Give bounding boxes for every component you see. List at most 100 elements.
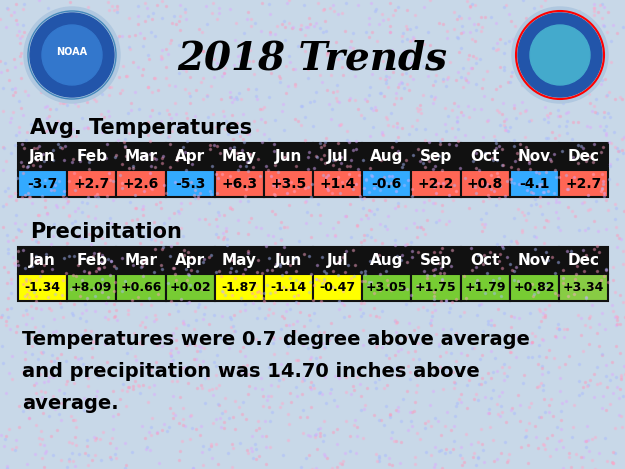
FancyBboxPatch shape <box>461 274 509 301</box>
Text: Oct: Oct <box>471 253 500 268</box>
Circle shape <box>42 25 102 85</box>
FancyBboxPatch shape <box>166 170 214 197</box>
FancyBboxPatch shape <box>509 143 559 170</box>
FancyBboxPatch shape <box>214 170 264 197</box>
FancyBboxPatch shape <box>509 170 559 197</box>
Text: Jun: Jun <box>275 253 302 268</box>
Text: +1.4: +1.4 <box>319 176 356 190</box>
Text: Jul: Jul <box>327 253 348 268</box>
Text: +1.79: +1.79 <box>464 281 506 294</box>
Text: +2.7: +2.7 <box>74 176 110 190</box>
Text: Feb: Feb <box>76 149 108 164</box>
Text: Aug: Aug <box>370 253 404 268</box>
Circle shape <box>24 7 120 103</box>
Text: Mar: Mar <box>124 149 158 164</box>
Text: Aug: Aug <box>370 149 404 164</box>
FancyBboxPatch shape <box>559 247 608 274</box>
Text: +3.05: +3.05 <box>366 281 408 294</box>
FancyBboxPatch shape <box>116 247 166 274</box>
FancyBboxPatch shape <box>461 247 509 274</box>
Text: Nov: Nov <box>518 149 551 164</box>
FancyBboxPatch shape <box>116 170 166 197</box>
FancyBboxPatch shape <box>67 274 116 301</box>
Text: Feb: Feb <box>76 253 108 268</box>
Text: Jul: Jul <box>327 149 348 164</box>
Circle shape <box>512 7 608 103</box>
Text: +3.34: +3.34 <box>562 281 604 294</box>
Text: average.: average. <box>22 394 119 413</box>
Text: -0.47: -0.47 <box>319 281 356 294</box>
FancyBboxPatch shape <box>362 274 411 301</box>
FancyBboxPatch shape <box>559 274 608 301</box>
Text: Avg. Temperatures: Avg. Temperatures <box>30 118 252 138</box>
Text: Oct: Oct <box>471 149 500 164</box>
FancyBboxPatch shape <box>313 274 362 301</box>
Text: -3.7: -3.7 <box>28 176 58 190</box>
FancyBboxPatch shape <box>264 170 313 197</box>
FancyBboxPatch shape <box>18 170 67 197</box>
FancyBboxPatch shape <box>362 143 411 170</box>
Text: +0.02: +0.02 <box>169 281 211 294</box>
Text: Apr: Apr <box>175 253 205 268</box>
FancyBboxPatch shape <box>116 274 166 301</box>
Circle shape <box>518 13 602 97</box>
Text: +0.8: +0.8 <box>467 176 503 190</box>
Text: 2018 Trends: 2018 Trends <box>177 39 447 77</box>
FancyBboxPatch shape <box>411 143 461 170</box>
FancyBboxPatch shape <box>362 170 411 197</box>
Text: May: May <box>222 253 257 268</box>
FancyBboxPatch shape <box>67 247 116 274</box>
FancyBboxPatch shape <box>313 247 362 274</box>
FancyBboxPatch shape <box>116 143 166 170</box>
Text: -5.3: -5.3 <box>175 176 205 190</box>
FancyBboxPatch shape <box>264 274 313 301</box>
Text: +2.7: +2.7 <box>565 176 601 190</box>
FancyBboxPatch shape <box>166 247 214 274</box>
Text: Dec: Dec <box>568 149 599 164</box>
Text: +2.2: +2.2 <box>418 176 454 190</box>
Text: Sep: Sep <box>420 253 452 268</box>
FancyBboxPatch shape <box>411 247 461 274</box>
Text: -1.87: -1.87 <box>221 281 258 294</box>
FancyBboxPatch shape <box>18 247 67 274</box>
Text: +0.82: +0.82 <box>514 281 555 294</box>
FancyBboxPatch shape <box>559 170 608 197</box>
Text: May: May <box>222 149 257 164</box>
Text: Apr: Apr <box>175 149 205 164</box>
Text: Nov: Nov <box>518 253 551 268</box>
FancyBboxPatch shape <box>214 247 264 274</box>
Text: Temperatures were 0.7 degree above average: Temperatures were 0.7 degree above avera… <box>22 330 530 349</box>
Text: -1.14: -1.14 <box>271 281 306 294</box>
FancyBboxPatch shape <box>67 143 116 170</box>
Text: Precipitation: Precipitation <box>30 222 182 242</box>
FancyBboxPatch shape <box>166 274 214 301</box>
Text: NOAA: NOAA <box>56 47 88 57</box>
FancyBboxPatch shape <box>362 247 411 274</box>
Text: Dec: Dec <box>568 253 599 268</box>
FancyBboxPatch shape <box>411 274 461 301</box>
FancyBboxPatch shape <box>264 247 313 274</box>
Text: +6.3: +6.3 <box>221 176 258 190</box>
Text: +2.6: +2.6 <box>122 176 159 190</box>
FancyBboxPatch shape <box>214 143 264 170</box>
Text: +0.66: +0.66 <box>120 281 162 294</box>
FancyBboxPatch shape <box>313 170 362 197</box>
FancyBboxPatch shape <box>509 247 559 274</box>
FancyBboxPatch shape <box>461 170 509 197</box>
Circle shape <box>530 25 590 85</box>
Text: +8.09: +8.09 <box>71 281 112 294</box>
Text: Jun: Jun <box>275 149 302 164</box>
FancyBboxPatch shape <box>264 143 313 170</box>
Text: Sep: Sep <box>420 149 452 164</box>
Text: -0.6: -0.6 <box>372 176 402 190</box>
Text: Jan: Jan <box>29 149 56 164</box>
FancyBboxPatch shape <box>559 143 608 170</box>
Text: -4.1: -4.1 <box>519 176 549 190</box>
FancyBboxPatch shape <box>18 143 67 170</box>
Circle shape <box>30 13 114 97</box>
Text: +3.5: +3.5 <box>270 176 306 190</box>
Text: and precipitation was 14.70 inches above: and precipitation was 14.70 inches above <box>22 362 480 381</box>
FancyBboxPatch shape <box>18 274 67 301</box>
FancyBboxPatch shape <box>411 170 461 197</box>
FancyBboxPatch shape <box>214 274 264 301</box>
